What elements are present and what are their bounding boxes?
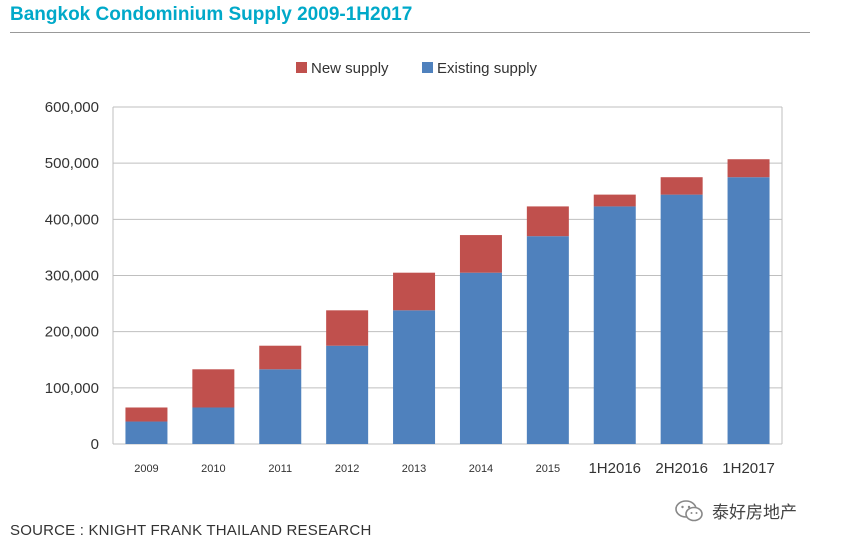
y-tick-label: 100,000 bbox=[45, 380, 99, 397]
existing-supply-bar bbox=[125, 421, 168, 444]
y-axis: 0 100,000 200,000 300,000 400,000 500,000 600,… bbox=[45, 99, 99, 453]
legend-swatch bbox=[296, 62, 307, 73]
existing-supply-bar bbox=[526, 236, 569, 444]
existing-supply-bar bbox=[326, 345, 369, 444]
existing-supply-bar bbox=[727, 177, 770, 445]
existing-supply-bar bbox=[593, 206, 636, 444]
title-divider bbox=[10, 32, 810, 33]
x-tick-label: 1H2016 bbox=[588, 460, 641, 477]
y-tick-label: 300,000 bbox=[45, 268, 99, 285]
x-tick-label: 2015 bbox=[536, 463, 560, 475]
existing-supply-bar bbox=[660, 194, 703, 444]
y-tick-label: 200,000 bbox=[45, 324, 99, 341]
wechat-icon bbox=[675, 499, 703, 521]
new-supply-bar bbox=[326, 310, 369, 346]
y-tick-label: 400,000 bbox=[45, 211, 99, 228]
watermark: 泰好房地产 bbox=[674, 498, 797, 523]
legend-label: Existing supply bbox=[437, 60, 538, 77]
source-note: SOURCE : KNIGHT FRANK THAILAND RESEARCH bbox=[10, 522, 372, 539]
y-tick-label: 600,000 bbox=[45, 99, 99, 116]
existing-supply-bar bbox=[393, 310, 436, 444]
existing-supply-bar bbox=[192, 407, 235, 444]
new-supply-bar bbox=[526, 206, 569, 237]
x-axis: 2009 2010 2011 2012 2013 2014 2015 1H2016 2H2016… bbox=[134, 460, 775, 477]
new-supply-bar bbox=[593, 194, 636, 207]
chart-title: Bangkok Condominium Supply 2009-1H2017 bbox=[10, 4, 413, 25]
x-tick-label: 2012 bbox=[335, 463, 359, 475]
existing-supply-bar bbox=[459, 272, 502, 444]
x-tick-label: 2013 bbox=[402, 463, 426, 475]
x-tick-label: 2011 bbox=[268, 463, 292, 475]
new-supply-bar bbox=[660, 177, 703, 195]
x-tick-label: 2010 bbox=[201, 463, 225, 475]
x-tick-label: 2014 bbox=[469, 463, 493, 475]
new-supply-bar bbox=[727, 159, 770, 178]
new-supply-bar bbox=[393, 272, 436, 311]
x-tick-label: 2009 bbox=[134, 463, 158, 475]
legend-swatch bbox=[422, 62, 433, 73]
bars bbox=[125, 159, 770, 445]
x-tick-label: 1H2017 bbox=[722, 460, 775, 477]
y-tick-label: 500,000 bbox=[45, 155, 99, 172]
legend-label: New supply bbox=[311, 60, 389, 77]
new-supply-bar bbox=[259, 345, 302, 370]
existing-supply-bar bbox=[259, 369, 302, 444]
x-tick-label: 2H2016 bbox=[655, 460, 708, 477]
new-supply-bar bbox=[192, 369, 235, 408]
new-supply-bar bbox=[125, 407, 168, 422]
new-supply-bar bbox=[459, 235, 502, 273]
legend: New supply Existing supply bbox=[296, 60, 538, 77]
stacked-bar-chart: 0 100,000 200,000 300,000 400,000 500,000 600,… bbox=[45, 60, 783, 477]
y-tick-label: 0 bbox=[91, 436, 99, 453]
watermark-text: 泰好房地产 bbox=[712, 503, 797, 523]
